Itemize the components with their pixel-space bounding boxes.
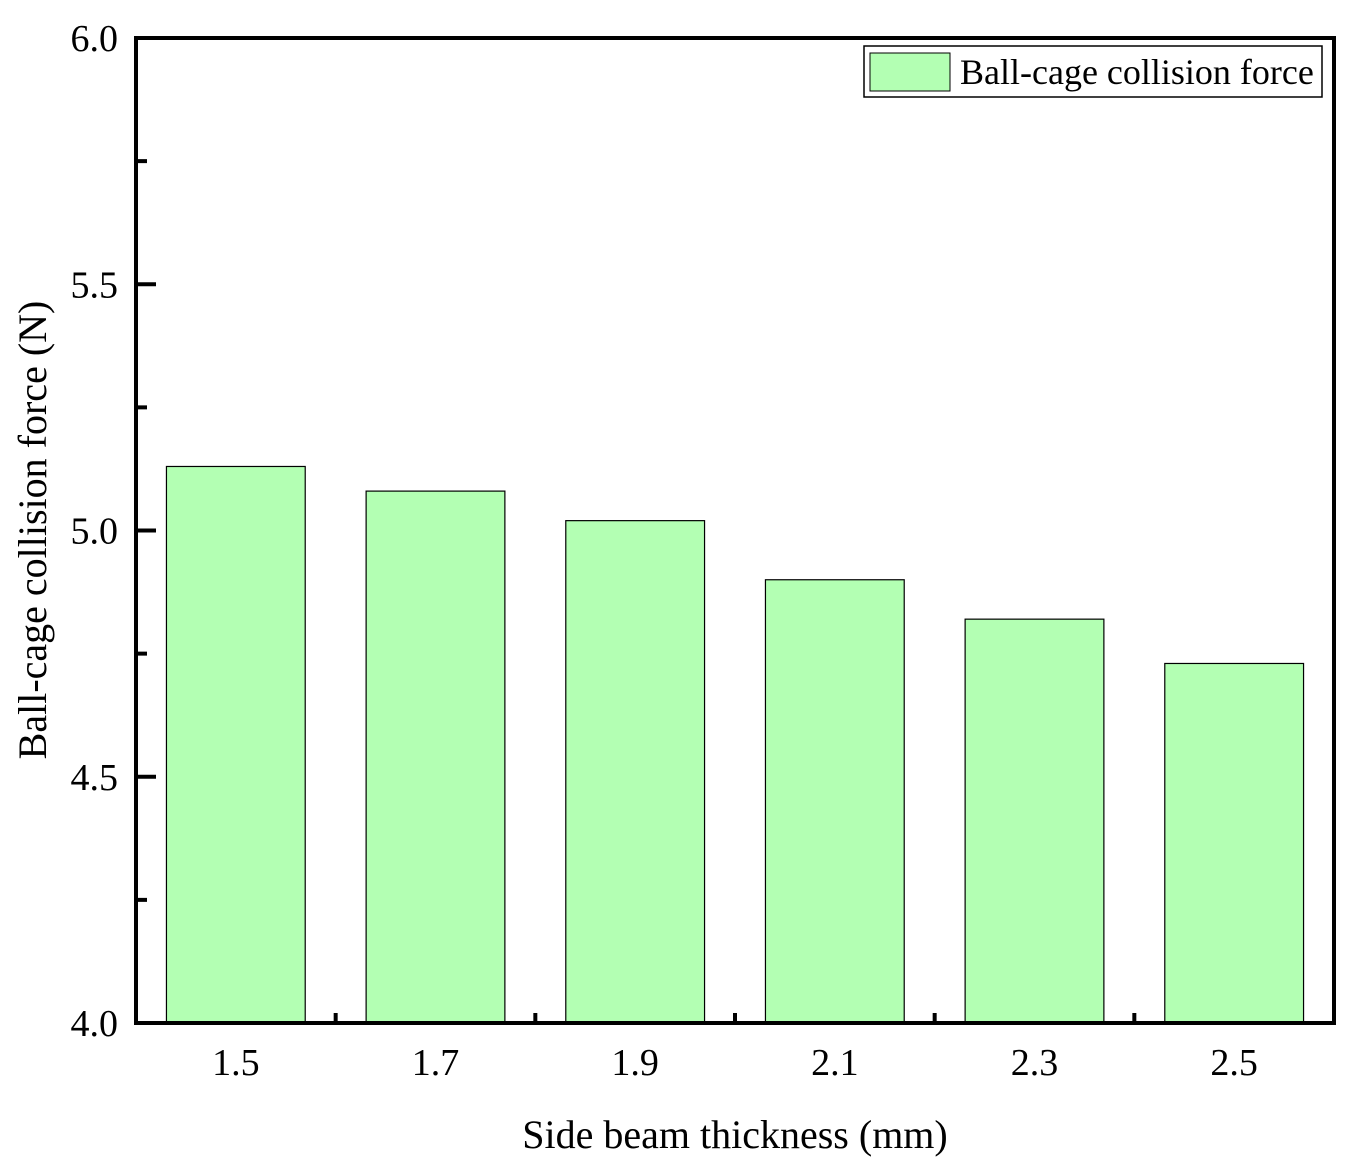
- x-tick-label: 1.7: [412, 1042, 460, 1084]
- bar: [1164, 662, 1305, 1024]
- y-tick-label: 4.5: [71, 757, 119, 799]
- x-axis-title: Side beam thickness (mm): [522, 1112, 947, 1157]
- y-axis-title: Ball-cage collision force (N): [10, 301, 55, 760]
- legend-swatch: [869, 52, 951, 92]
- legend: Ball-cage collision force: [863, 45, 1323, 98]
- x-tick-label: 2.1: [811, 1042, 859, 1084]
- bar: [165, 465, 306, 1024]
- x-tick-label: 2.5: [1210, 1042, 1258, 1084]
- y-tick-label: 5.5: [71, 264, 119, 306]
- y-axis: 4.0 4.5 5.0 5.5 6.0: [71, 18, 156, 1045]
- bar: [365, 490, 506, 1024]
- y-tick-label: 5.0: [71, 511, 119, 553]
- x-tick-label: 2.3: [1011, 1042, 1059, 1084]
- bar: [764, 579, 905, 1024]
- x-tick-label: 1.9: [611, 1042, 659, 1084]
- bar: [964, 618, 1105, 1024]
- bar-group: [165, 465, 1305, 1024]
- x-tick-label: 1.5: [212, 1042, 260, 1084]
- legend-label: Ball-cage collision force: [960, 52, 1314, 92]
- y-tick-label: 4.0: [71, 1003, 119, 1045]
- x-axis: 1.5 1.7 1.9 2.1 2.3 2.5: [212, 1013, 1258, 1084]
- plot-frame: [134, 36, 1336, 1025]
- y-tick-label: 6.0: [71, 18, 119, 60]
- bar: [565, 520, 706, 1024]
